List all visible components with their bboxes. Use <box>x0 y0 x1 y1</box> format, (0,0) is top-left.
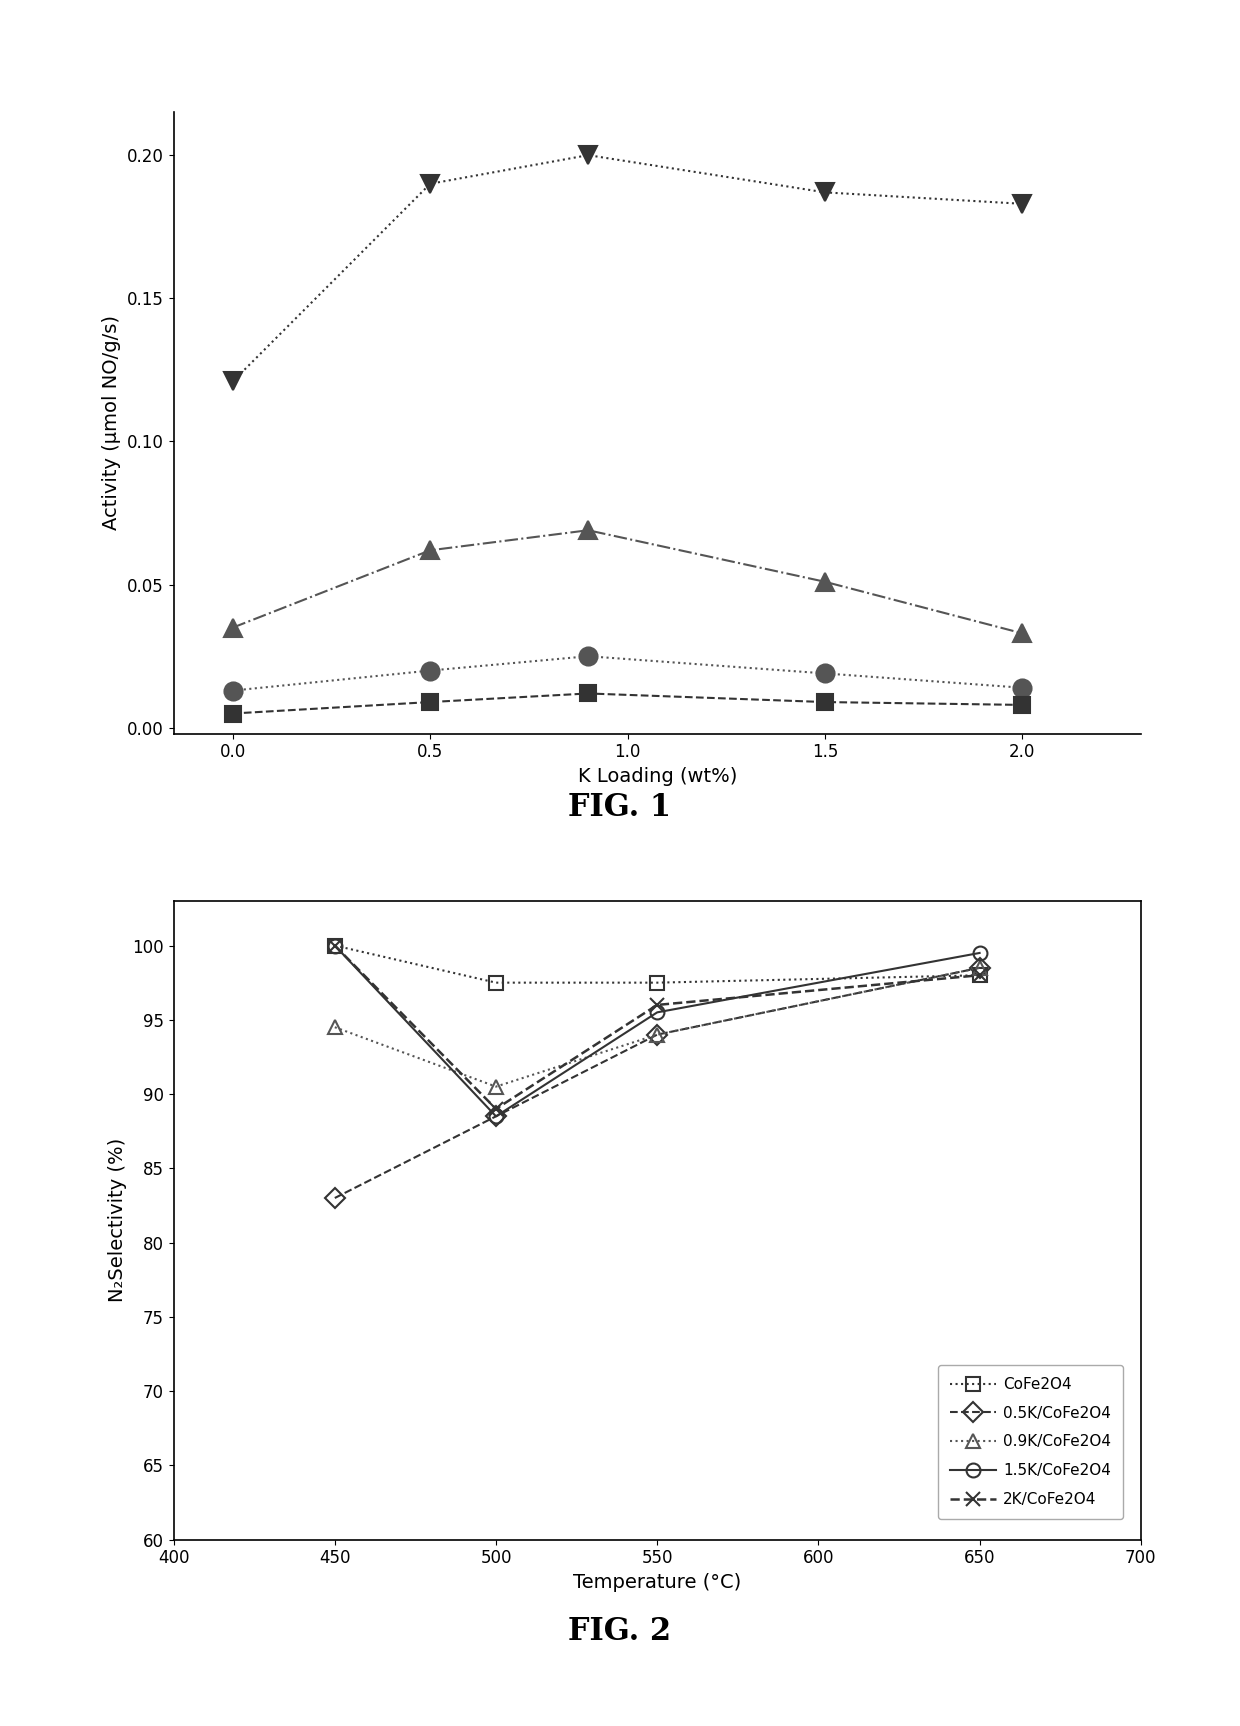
2K/CoFe2O4 <box>650 994 665 1015</box>
CoFe2O4 <box>327 935 342 956</box>
X-axis label: K Loading (wt%): K Loading (wt%) <box>578 766 737 785</box>
2K/CoFe2O4 <box>489 1098 503 1118</box>
0.5K/CoFe2O4 <box>327 1187 342 1208</box>
0.9K/CoFe2O4 <box>489 1077 503 1098</box>
CoFe2O4 <box>972 965 987 986</box>
Line: 0.9K/CoFe2O4: 0.9K/CoFe2O4 <box>327 961 987 1094</box>
2K/CoFe2O4 <box>972 965 987 986</box>
X-axis label: Temperature (°C): Temperature (°C) <box>573 1572 742 1591</box>
Text: FIG. 2: FIG. 2 <box>568 1616 672 1647</box>
1.5K/CoFe2O4 <box>972 942 987 963</box>
Y-axis label: N₂Selectivity (%): N₂Selectivity (%) <box>108 1137 126 1303</box>
0.5K/CoFe2O4 <box>972 958 987 979</box>
1.5K/CoFe2O4 <box>489 1106 503 1127</box>
Line: 1.5K/CoFe2O4: 1.5K/CoFe2O4 <box>327 939 987 1124</box>
0.9K/CoFe2O4 <box>650 1024 665 1044</box>
Y-axis label: Activity (μmol NO/g/s): Activity (μmol NO/g/s) <box>103 316 122 530</box>
Legend: CoFe2O4, 0.5K/CoFe2O4, 0.9K/CoFe2O4, 1.5K/CoFe2O4, 2K/CoFe2O4: CoFe2O4, 0.5K/CoFe2O4, 0.9K/CoFe2O4, 1.5… <box>937 1365 1123 1519</box>
0.5K/CoFe2O4 <box>650 1024 665 1044</box>
Text: FIG. 1: FIG. 1 <box>568 792 672 823</box>
CoFe2O4 <box>650 972 665 992</box>
Line: 2K/CoFe2O4: 2K/CoFe2O4 <box>327 939 987 1115</box>
Line: CoFe2O4: CoFe2O4 <box>327 939 987 989</box>
0.5K/CoFe2O4 <box>489 1106 503 1127</box>
0.9K/CoFe2O4 <box>972 958 987 979</box>
CoFe2O4 <box>489 972 503 992</box>
1.5K/CoFe2O4 <box>327 935 342 956</box>
1.5K/CoFe2O4 <box>650 1003 665 1024</box>
0.9K/CoFe2O4 <box>327 1017 342 1037</box>
2K/CoFe2O4 <box>327 935 342 956</box>
Line: 0.5K/CoFe2O4: 0.5K/CoFe2O4 <box>327 961 987 1205</box>
